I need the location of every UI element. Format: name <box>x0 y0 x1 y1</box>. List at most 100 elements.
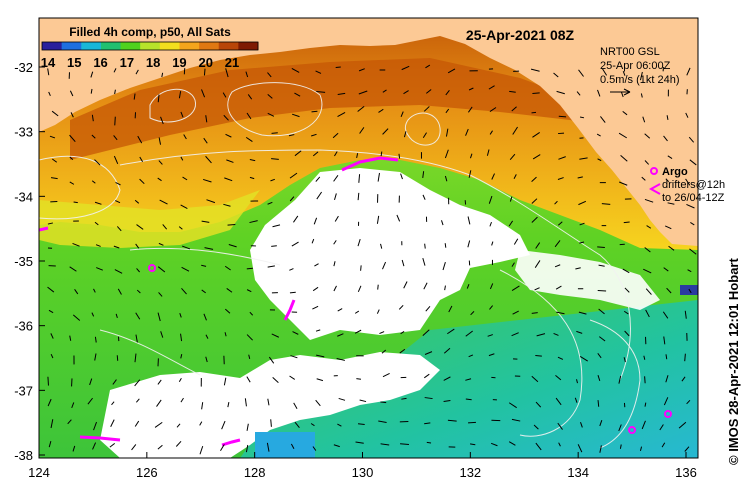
current-vector <box>226 288 233 293</box>
current-vector <box>662 311 669 319</box>
colorbar-tick-label: 17 <box>120 55 134 70</box>
current-vector <box>290 443 295 450</box>
current-vector <box>488 85 495 90</box>
current-vector <box>205 155 212 164</box>
current-vector <box>334 215 339 222</box>
colorbar-swatch <box>238 42 259 50</box>
current-vector <box>532 154 541 160</box>
current-vector <box>376 215 380 224</box>
current-vector <box>271 132 278 134</box>
current-vector <box>557 422 563 430</box>
current-vector <box>359 127 365 134</box>
current-vector <box>489 221 492 227</box>
current-vector <box>575 267 581 270</box>
current-vector <box>47 376 49 386</box>
current-vector <box>67 419 72 425</box>
current-vector <box>489 283 494 290</box>
current-vector <box>623 221 630 224</box>
current-vector <box>337 333 344 337</box>
current-vector <box>94 221 99 226</box>
current-vector <box>441 220 444 226</box>
current-vector <box>689 159 697 166</box>
current-vector <box>156 399 162 407</box>
current-vector <box>644 160 650 165</box>
x-tick-label: 124 <box>28 465 50 480</box>
current-vector <box>337 92 346 95</box>
current-vector <box>553 332 559 336</box>
current-vector <box>489 305 494 310</box>
current-vector <box>249 220 258 224</box>
y-tick-label: -37 <box>14 383 33 398</box>
current-vector <box>445 108 450 114</box>
current-vector <box>115 181 121 186</box>
current-vector <box>91 180 96 184</box>
current-vector <box>249 159 256 162</box>
current-vector <box>618 375 622 384</box>
current-vector <box>396 214 401 222</box>
current-vector <box>578 200 587 206</box>
current-vector <box>599 420 603 427</box>
current-vector <box>469 443 476 446</box>
current-vector <box>290 355 298 359</box>
current-vector <box>580 421 583 428</box>
current-vector <box>576 379 578 384</box>
current-vector <box>245 444 249 453</box>
current-vector <box>379 331 385 335</box>
current-vector <box>311 238 315 244</box>
current-vector <box>157 177 162 182</box>
y-tick-label: -32 <box>14 60 33 75</box>
sst-contours <box>39 82 641 449</box>
current-vector <box>336 358 346 361</box>
current-vector <box>644 402 647 407</box>
current-vector <box>360 265 362 271</box>
current-vector <box>468 87 474 91</box>
current-vector <box>271 333 280 338</box>
current-vector <box>399 348 406 354</box>
current-vector <box>270 178 275 182</box>
current-vector <box>157 266 166 273</box>
warm-core <box>70 58 610 160</box>
current-vector <box>179 312 182 318</box>
current-vector <box>50 333 54 339</box>
current-vector <box>47 286 55 293</box>
y-tick-label: -33 <box>14 125 33 140</box>
current-vector <box>157 312 161 322</box>
cool-patch <box>255 432 315 458</box>
current-vector <box>247 94 253 100</box>
cloud-mask-central <box>250 168 530 340</box>
current-vector <box>294 150 302 157</box>
vector-info-scale: 0.5m/s (1kt 24h) <box>600 74 679 86</box>
current-vector <box>401 65 410 71</box>
current-vector <box>310 423 315 427</box>
current-vector <box>467 240 471 248</box>
current-vector <box>333 261 336 267</box>
current-vector <box>89 378 93 386</box>
current-vector <box>183 134 187 140</box>
current-vector <box>443 347 451 354</box>
current-vector <box>246 267 253 270</box>
current-vector <box>579 222 585 226</box>
current-vector <box>267 94 273 99</box>
current-vector <box>535 242 541 249</box>
current-vector <box>87 397 93 405</box>
current-vector <box>639 446 643 452</box>
current-vector <box>315 176 321 182</box>
current-vector <box>267 398 270 406</box>
current-vector <box>69 90 74 97</box>
current-vector <box>618 424 622 432</box>
plot-area <box>39 18 698 458</box>
current-vector <box>134 353 137 363</box>
current-vector <box>294 92 301 97</box>
current-vector <box>618 132 627 139</box>
current-vector <box>311 133 317 137</box>
current-vector <box>70 112 74 118</box>
current-vector <box>558 156 566 160</box>
current-vector <box>337 308 343 312</box>
current-vector <box>624 287 630 293</box>
current-vector <box>71 402 75 409</box>
current-vector <box>315 399 321 407</box>
current-vector <box>401 397 407 400</box>
current-vector <box>530 68 540 72</box>
current-vector <box>334 193 337 201</box>
current-vector <box>578 311 587 315</box>
